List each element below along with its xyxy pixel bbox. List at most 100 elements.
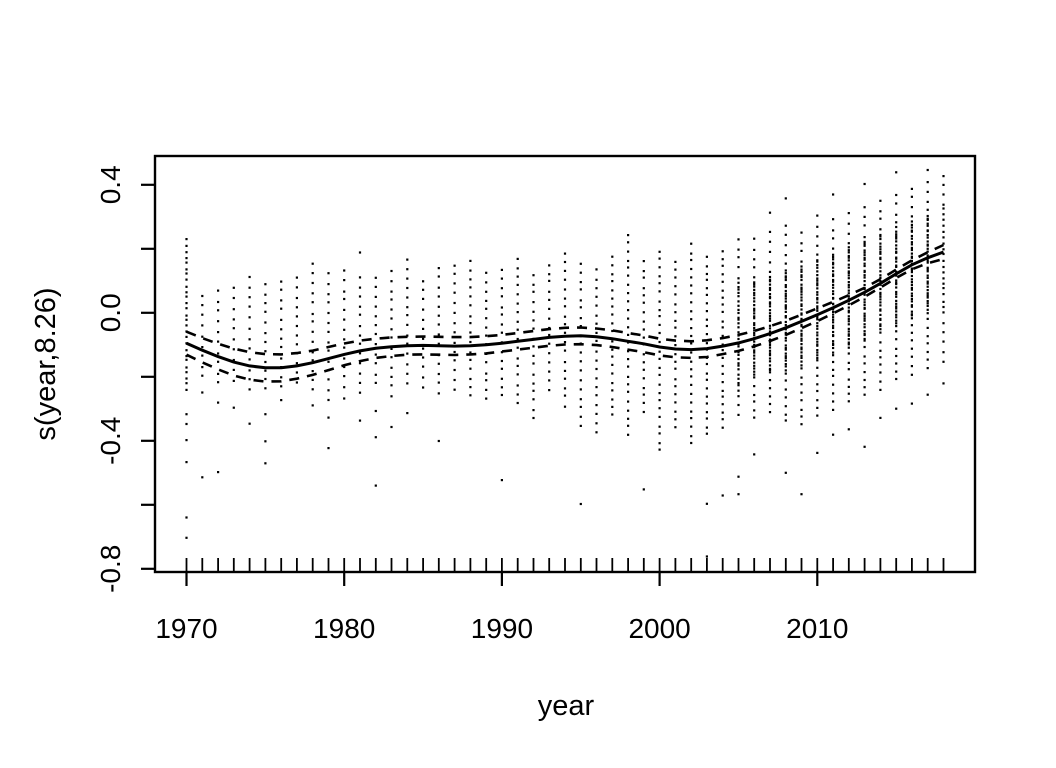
- residual-dot: [674, 276, 677, 279]
- residual-dot: [642, 260, 645, 263]
- residual-dot: [579, 325, 582, 328]
- residual-dot: [863, 445, 866, 448]
- residual-dot: [280, 357, 283, 360]
- residual-dot: [690, 410, 693, 413]
- residual-dot: [595, 339, 598, 342]
- residual-dot: [358, 295, 362, 298]
- residual-dot: [611, 363, 614, 366]
- residual-dot: [705, 387, 708, 390]
- residual-dot: [642, 410, 645, 414]
- residual-dot: [910, 295, 913, 298]
- residual-dot: [185, 257, 188, 260]
- residual-dot: [768, 371, 772, 374]
- residual-dot: [879, 416, 882, 419]
- residual-dot: [705, 395, 708, 398]
- residual-dot: [500, 479, 503, 482]
- residual-dot: [201, 391, 204, 394]
- residual-dot: [784, 297, 787, 300]
- residual-dot: [658, 350, 661, 353]
- residual-dot: [737, 288, 740, 291]
- residual-dot: [658, 340, 661, 344]
- residual-dot: [217, 372, 220, 375]
- residual-dot: [295, 286, 298, 289]
- residual-dot: [280, 307, 283, 310]
- residual-dot: [784, 324, 787, 327]
- residual-dot: [611, 322, 614, 325]
- residual-dot: [847, 251, 850, 254]
- residual-dot: [185, 272, 188, 275]
- residual-dot: [784, 307, 787, 310]
- residual-dot: [437, 333, 440, 336]
- residual-dot: [847, 263, 850, 266]
- residual-dot: [232, 296, 235, 300]
- residual-dot: [358, 276, 362, 279]
- residual-dot: [658, 383, 661, 386]
- residual-dot: [768, 286, 772, 290]
- residual-dot: [816, 359, 819, 362]
- residual-dot: [800, 290, 803, 293]
- residual-dot: [627, 390, 630, 393]
- residual-dot: [469, 358, 472, 361]
- residual-dot: [895, 250, 898, 253]
- residual-dot: [358, 342, 362, 345]
- residual-dot: [690, 368, 693, 371]
- residual-dot: [469, 340, 472, 344]
- residual-dot: [800, 268, 803, 271]
- residual-dot: [910, 274, 913, 278]
- residual-dot: [768, 360, 772, 363]
- residual-dot: [926, 224, 929, 227]
- residual-dot: [532, 416, 535, 420]
- residual-dot: [422, 356, 425, 359]
- residual-dot: [295, 315, 298, 318]
- residual-dot: [185, 382, 188, 385]
- residual-dot: [422, 297, 425, 300]
- residual-dot: [879, 237, 882, 241]
- residual-dot: [469, 259, 472, 262]
- residual-dot: [548, 352, 551, 355]
- residual-dot: [579, 398, 582, 401]
- residual-dot: [658, 290, 661, 293]
- residual-dot: [737, 357, 740, 361]
- residual-dot: [658, 257, 661, 260]
- residual-dot: [374, 343, 377, 346]
- residual-dot: [311, 388, 314, 391]
- residual-dot: [847, 289, 850, 292]
- residual-dot: [926, 243, 929, 246]
- residual-dot: [627, 266, 630, 269]
- residual-dot: [705, 287, 708, 290]
- residual-dot: [563, 369, 567, 372]
- residual-dot: [784, 304, 787, 307]
- residual-dot: [879, 250, 882, 254]
- residual-dot: [374, 305, 377, 308]
- residual-dot: [832, 258, 835, 261]
- residual-dot: [895, 213, 898, 216]
- residual-dot: [768, 349, 772, 352]
- residual-dot: [942, 203, 945, 206]
- residual-dot: [800, 283, 803, 286]
- residual-dot: [800, 323, 803, 326]
- residual-dot: [895, 313, 898, 316]
- residual-dot: [863, 386, 866, 389]
- residual-dot: [453, 272, 456, 275]
- residual-dot: [358, 251, 362, 254]
- residual-dot: [816, 282, 819, 285]
- residual-dot: [579, 405, 582, 408]
- residual-dot: [658, 315, 661, 318]
- residual-dot: [847, 368, 850, 371]
- residual-dot: [895, 338, 898, 341]
- residual-dot: [579, 360, 582, 363]
- residual-dot: [422, 327, 425, 330]
- residual-dot: [327, 330, 330, 333]
- residual-dot: [910, 402, 913, 405]
- residual-dot: [627, 433, 630, 436]
- residual-dot: [847, 309, 850, 312]
- residual-dot: [926, 222, 929, 225]
- residual-dot: [879, 270, 882, 273]
- residual-dot: [500, 359, 503, 363]
- residual-dot: [784, 320, 787, 324]
- residual-dot: [248, 275, 251, 279]
- residual-dot: [579, 415, 582, 418]
- residual-dot: [217, 352, 220, 355]
- residual-dot: [942, 230, 945, 233]
- residual-dot: [847, 320, 850, 323]
